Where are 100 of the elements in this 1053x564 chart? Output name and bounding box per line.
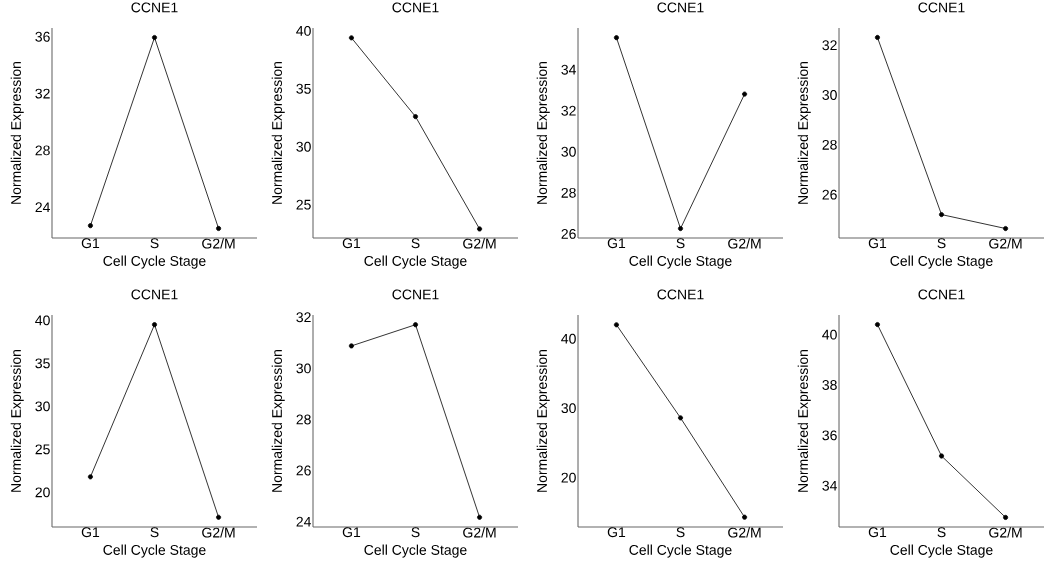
point xyxy=(613,35,619,41)
y-tick-label: 30 xyxy=(296,141,311,152)
y-tick-label: 28 xyxy=(561,187,576,198)
chart-title: CCNE1 xyxy=(918,289,965,300)
x-tick-label: S xyxy=(937,238,946,249)
y-tick-label: 26 xyxy=(296,465,311,476)
point xyxy=(216,225,222,232)
point xyxy=(742,514,748,520)
x-axis-title: Cell Cycle Stage xyxy=(364,544,467,558)
y-tick-label: 40 xyxy=(822,329,837,340)
x-tick-label: G1 xyxy=(81,527,100,538)
y-axis-title: Normalized Expression xyxy=(10,349,24,492)
y-tick-label: 28 xyxy=(296,414,311,425)
y-tick-label: 20 xyxy=(561,472,576,483)
x-tick-label: G2/M xyxy=(728,527,761,538)
chart-title: CCNE1 xyxy=(131,2,178,13)
point xyxy=(151,322,158,328)
y-tick-label: 35 xyxy=(296,83,311,94)
y-axis-title: Normalized Expression xyxy=(536,349,550,492)
x-tick-label: G2/M xyxy=(202,238,235,249)
point xyxy=(87,474,93,480)
x-axis-title: Cell Cycle Stage xyxy=(890,255,993,269)
y-tick-label: 32 xyxy=(822,40,837,51)
y-tick-label: 32 xyxy=(561,105,576,116)
chart-title: CCNE1 xyxy=(392,289,439,300)
y-tick-label: 30 xyxy=(296,363,311,374)
x-tick-label: G2/M xyxy=(728,238,761,249)
y-tick-label: 34 xyxy=(561,64,576,75)
point xyxy=(348,35,354,41)
x-tick-label: S xyxy=(937,527,946,538)
y-tick-label: 20 xyxy=(35,487,50,498)
chart-title: CCNE1 xyxy=(657,289,704,300)
y-tick-label: 24 xyxy=(35,202,50,213)
y-tick-label: 36 xyxy=(822,430,837,441)
x-axis-title: Cell Cycle Stage xyxy=(103,544,206,558)
y-tick-label: 34 xyxy=(822,480,837,491)
y-tick-label: 30 xyxy=(35,401,50,412)
x-axis-title: Cell Cycle Stage xyxy=(364,255,467,269)
y-tick-label: 40 xyxy=(296,25,311,36)
y-tick-label: 25 xyxy=(296,199,311,210)
x-tick-label: G1 xyxy=(607,238,626,249)
point xyxy=(87,223,93,229)
point xyxy=(938,212,945,218)
y-tick-label: 26 xyxy=(561,228,576,239)
y-axis-title: Normalized Expression xyxy=(271,61,285,204)
point xyxy=(412,322,419,328)
x-tick-label: G2/M xyxy=(463,238,496,249)
x-tick-label: G1 xyxy=(81,238,100,249)
point xyxy=(938,453,945,459)
x-tick-label: S xyxy=(150,527,159,538)
y-axis-title: Normalized Expression xyxy=(797,61,811,204)
x-tick-label: G1 xyxy=(868,527,887,538)
y-tick-label: 26 xyxy=(822,189,837,200)
point xyxy=(216,514,222,520)
y-axis-title: Normalized Expression xyxy=(797,349,811,492)
y-tick-label: 30 xyxy=(561,403,576,414)
point xyxy=(677,226,684,232)
x-tick-label: G1 xyxy=(868,238,887,249)
y-tick-label: 28 xyxy=(35,145,50,156)
y-tick-label: 40 xyxy=(561,333,576,344)
y-axis-title: Normalized Expression xyxy=(536,61,550,204)
chart-title: CCNE1 xyxy=(392,2,439,13)
x-tick-label: S xyxy=(676,238,685,249)
y-tick-label: 32 xyxy=(35,88,50,99)
x-tick-label: G1 xyxy=(342,238,361,249)
point xyxy=(1003,226,1009,232)
chart-title: CCNE1 xyxy=(657,2,704,13)
x-tick-label: S xyxy=(150,238,159,249)
y-tick-label: 24 xyxy=(296,516,311,527)
x-tick-label: S xyxy=(411,238,420,249)
x-tick-label: S xyxy=(676,527,685,538)
y-tick-label: 25 xyxy=(35,444,50,455)
y-axis-title: Normalized Expression xyxy=(10,61,24,204)
x-axis-title: Cell Cycle Stage xyxy=(890,544,993,558)
y-tick-label: 40 xyxy=(35,315,50,326)
y-tick-label: 38 xyxy=(822,380,837,390)
x-tick-label: G1 xyxy=(342,527,361,538)
y-tick-label: 35 xyxy=(35,358,50,369)
y-tick-label: 30 xyxy=(822,90,837,100)
x-tick-label: G2/M xyxy=(989,527,1022,538)
point xyxy=(151,34,158,41)
x-tick-label: S xyxy=(411,527,420,538)
y-tick-label: 30 xyxy=(561,146,576,157)
y-axis-title: Normalized Expression xyxy=(271,349,285,492)
point xyxy=(412,114,419,120)
y-tick-label: 32 xyxy=(296,312,311,323)
chart-title: CCNE1 xyxy=(131,289,178,300)
x-tick-label: G2/M xyxy=(202,527,235,538)
x-axis-title: Cell Cycle Stage xyxy=(629,544,732,558)
point xyxy=(874,34,880,40)
x-tick-label: G1 xyxy=(607,527,626,538)
x-tick-label: G2/M xyxy=(463,527,496,538)
point xyxy=(477,514,483,520)
point xyxy=(677,415,684,421)
x-axis-title: Cell Cycle Stage xyxy=(629,255,732,269)
point xyxy=(742,91,748,97)
y-tick-label: 28 xyxy=(822,139,837,150)
x-tick-label: G2/M xyxy=(989,238,1022,249)
point xyxy=(874,322,880,328)
y-tick-label: 36 xyxy=(35,31,50,42)
